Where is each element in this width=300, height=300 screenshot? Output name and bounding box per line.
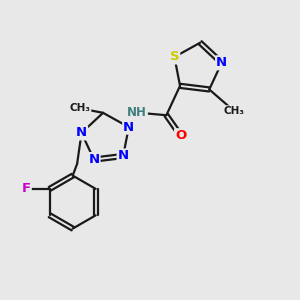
Text: N: N [123, 121, 134, 134]
Text: N: N [76, 126, 87, 140]
Text: N: N [216, 56, 227, 69]
Text: CH₃: CH₃ [224, 106, 245, 116]
Text: N: N [118, 149, 129, 163]
Text: F: F [22, 182, 31, 195]
Text: S: S [169, 50, 179, 64]
Text: N: N [88, 153, 100, 166]
Text: NH: NH [127, 106, 147, 119]
Text: CH₃: CH₃ [69, 103, 90, 113]
Text: O: O [175, 129, 186, 142]
